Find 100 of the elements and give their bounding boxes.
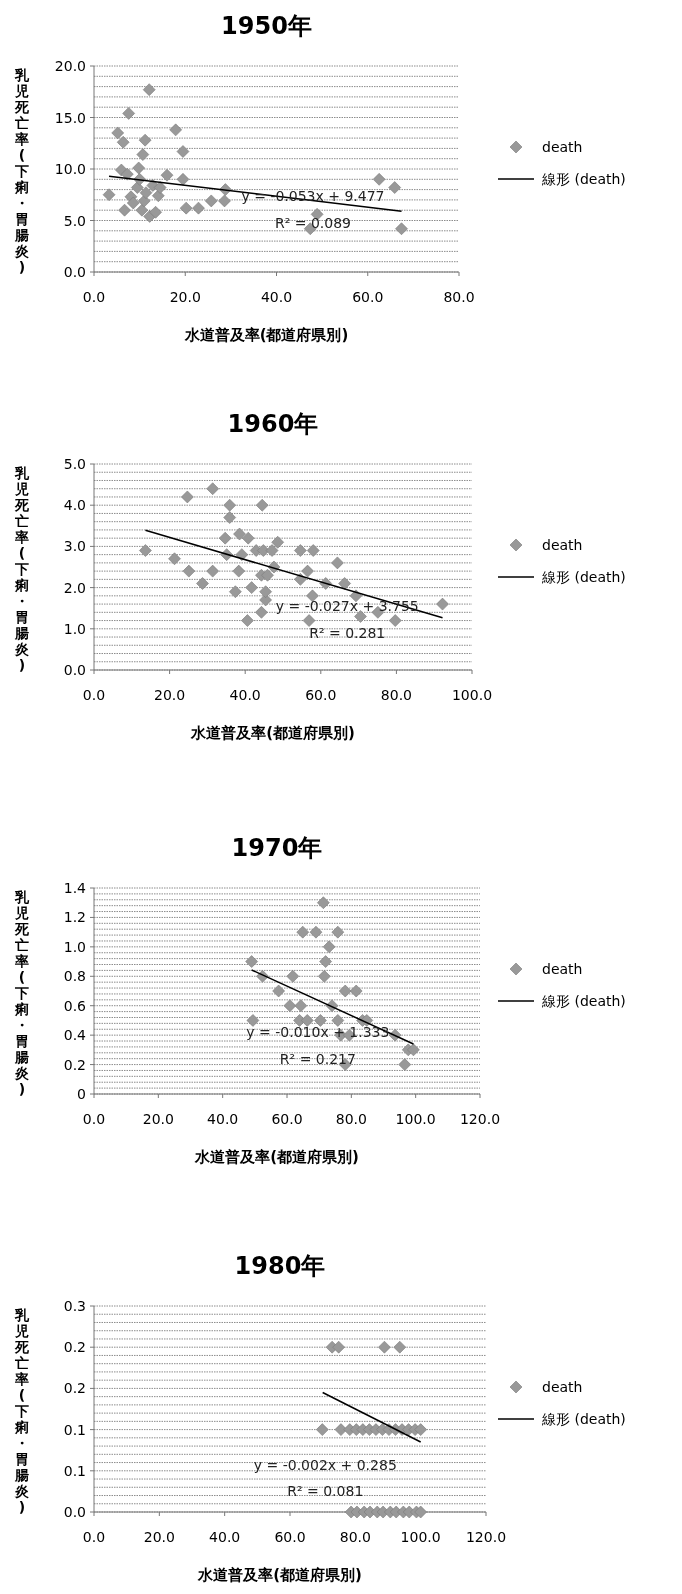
annotation: R² = 0.217 <box>279 1050 356 1067</box>
legend-label: death <box>542 1379 583 1395</box>
point <box>122 107 135 120</box>
point <box>137 194 151 208</box>
point <box>388 181 401 194</box>
point <box>338 577 351 590</box>
point <box>294 544 307 557</box>
point <box>142 83 156 96</box>
y-tick-label: 1.0 <box>63 620 86 637</box>
point <box>246 1014 260 1027</box>
point <box>241 531 255 545</box>
point <box>232 564 246 578</box>
y-tick-label: 15.0 <box>54 109 86 126</box>
x-axis-title: 水道普及率(都道府県別) <box>183 326 349 344</box>
point <box>206 482 219 496</box>
x-tick-label: 0.0 <box>82 687 106 703</box>
legend-label: 線形 (death) <box>541 569 626 585</box>
point <box>255 498 269 512</box>
x-tick-label: 40.0 <box>207 1111 239 1127</box>
x-tick-label: 40.0 <box>260 289 293 305</box>
y-tick-label: 0 <box>77 1086 86 1102</box>
annotation: R² = 0.089 <box>274 214 352 231</box>
point <box>414 1505 427 1519</box>
x-tick-label: 20.0 <box>142 1111 174 1127</box>
point <box>136 148 150 161</box>
chart-title: 1970年 <box>231 834 323 862</box>
point <box>271 535 285 549</box>
point <box>372 173 386 186</box>
y-tick-label: 0.1 <box>63 1462 86 1479</box>
point <box>206 564 219 578</box>
x-tick-label: 60.0 <box>352 289 384 305</box>
point <box>176 145 190 158</box>
point <box>301 564 314 578</box>
point <box>153 181 167 194</box>
y-tick-label: 10.0 <box>54 161 86 177</box>
point <box>318 969 331 983</box>
text: 乳児死亡率(下痢・胃腸炎) <box>15 465 29 673</box>
point <box>259 585 272 599</box>
point <box>204 194 218 208</box>
point <box>349 589 363 603</box>
point <box>302 614 316 627</box>
point <box>331 556 344 570</box>
annotation: R² = 0.281 <box>309 624 386 641</box>
point <box>139 186 153 199</box>
x-axis-title: 水道普及率(都道府県別) <box>190 724 355 742</box>
point <box>349 984 363 998</box>
point <box>182 564 196 578</box>
y-tick-label: 0.2 <box>63 1339 86 1356</box>
point <box>436 597 449 611</box>
point <box>160 168 174 182</box>
chart-title: 1980年 <box>234 1252 326 1280</box>
x-tick-label: 60.0 <box>271 1111 303 1127</box>
point <box>300 1014 314 1027</box>
x-tick-label: 120.0 <box>465 1529 507 1545</box>
x-tick-label: 100.0 <box>400 1529 441 1545</box>
point <box>233 527 246 541</box>
x-tick-label: 20.0 <box>169 289 201 305</box>
point <box>176 173 190 186</box>
point <box>309 925 323 939</box>
y-tick-label: 3.0 <box>63 538 86 555</box>
y-tick-label: 0.1 <box>63 1421 86 1438</box>
point <box>322 940 336 954</box>
y-tick-label: 4.0 <box>63 497 86 514</box>
point <box>168 552 181 566</box>
point <box>102 188 116 202</box>
point <box>118 203 131 217</box>
point <box>398 1058 412 1071</box>
point <box>139 544 152 557</box>
legend-label: death <box>542 537 583 553</box>
y-tick-label: 0.2 <box>63 1380 86 1397</box>
point <box>152 189 165 203</box>
y-tick-label: 0.6 <box>63 997 87 1014</box>
x-tick-label: 100.0 <box>395 1111 436 1127</box>
legend-label: death <box>542 961 583 977</box>
point <box>181 490 194 504</box>
point <box>331 1014 345 1027</box>
legend-label: 線形 (death) <box>541 993 626 1009</box>
point <box>314 1014 327 1027</box>
text: 乳児死亡率(下痢・胃腸炎) <box>15 889 29 1097</box>
point <box>319 955 332 968</box>
x-tick-label: 0.0 <box>82 1111 106 1127</box>
point <box>138 133 152 147</box>
point <box>196 577 209 590</box>
point <box>245 581 258 594</box>
y-tick-label: 5.0 <box>63 456 86 472</box>
point <box>111 126 125 140</box>
point <box>317 896 330 910</box>
y-tick-label: 0.8 <box>63 968 86 985</box>
point <box>378 1340 391 1354</box>
point <box>334 1423 348 1436</box>
y-tick-label: 1.2 <box>63 909 86 926</box>
point <box>338 984 352 998</box>
point <box>393 1340 407 1354</box>
point <box>169 123 182 137</box>
point <box>218 531 232 545</box>
point <box>316 1423 329 1436</box>
point <box>223 498 236 512</box>
legend-label: 線形 (death) <box>541 1411 626 1427</box>
x-tick-label: 0.0 <box>82 1529 106 1545</box>
point <box>241 614 254 627</box>
